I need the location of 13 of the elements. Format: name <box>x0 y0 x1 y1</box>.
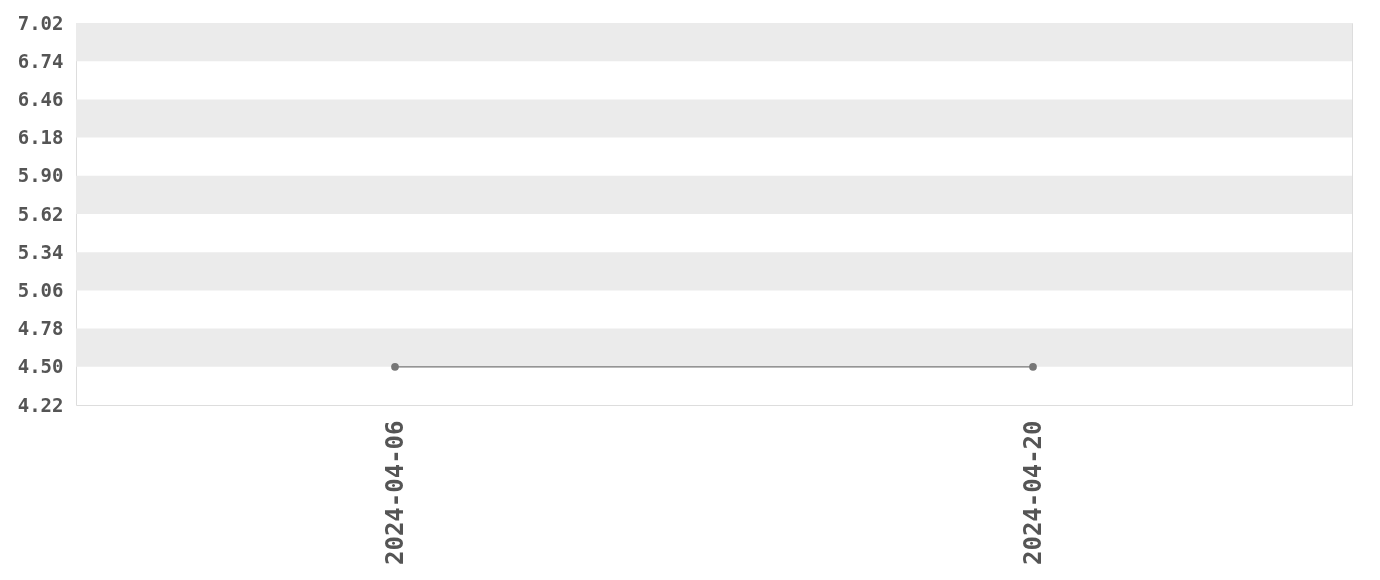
y-tick-label: 6.74 <box>17 49 64 72</box>
x-tick-label: 2024-04-20 <box>1018 420 1047 565</box>
y-tick-label: 7.02 <box>17 11 64 34</box>
y-tick-label: 4.50 <box>17 355 64 378</box>
y-tick-label: 5.90 <box>17 164 64 187</box>
y-tick-label: 4.78 <box>17 317 64 340</box>
y-tick-label: 5.06 <box>17 278 64 301</box>
y-tick-label: 4.22 <box>17 393 64 416</box>
y-tick-label: 6.18 <box>17 126 64 149</box>
y-tick-label: 5.34 <box>17 240 64 263</box>
y-tick-label: 6.46 <box>17 87 64 110</box>
x-tick-label: 2024-04-06 <box>380 420 409 565</box>
y-tick-label: 5.62 <box>17 202 64 225</box>
